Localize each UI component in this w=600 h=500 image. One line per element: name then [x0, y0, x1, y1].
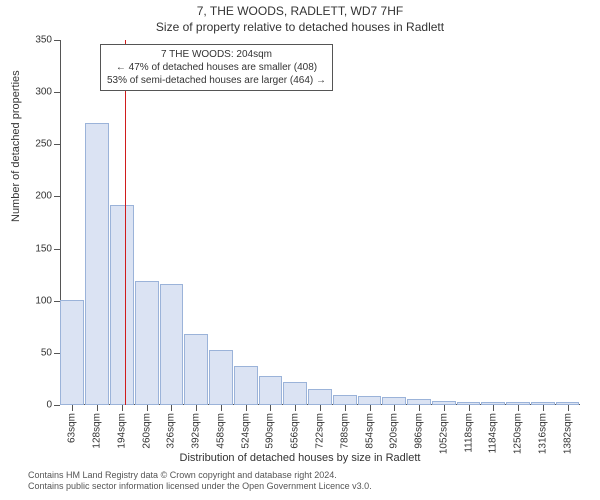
- x-tick: [493, 405, 494, 411]
- x-tick-label: 590sqm: [265, 413, 276, 449]
- x-tick: [370, 405, 371, 411]
- x-tick: [345, 405, 346, 411]
- plot-area: 05010015020025030035063sqm128sqm194sqm26…: [60, 40, 580, 405]
- x-tick: [97, 405, 98, 411]
- y-tick-label: 350: [35, 35, 52, 46]
- y-tick: [54, 40, 60, 41]
- x-tick-label: 920sqm: [389, 413, 400, 449]
- histogram-bar: [308, 389, 332, 405]
- y-tick: [54, 353, 60, 354]
- x-tick-label: 392sqm: [191, 413, 202, 449]
- x-tick-label: 194sqm: [116, 413, 127, 449]
- x-tick: [196, 405, 197, 411]
- x-tick: [246, 405, 247, 411]
- callout-line-3: 53% of semi-detached houses are larger (…: [107, 74, 326, 87]
- histogram-bar: [160, 284, 184, 405]
- x-tick-label: 656sqm: [290, 413, 301, 449]
- x-tick: [147, 405, 148, 411]
- footer-attribution: Contains HM Land Registry data © Crown c…: [28, 470, 372, 493]
- x-tick: [221, 405, 222, 411]
- x-tick-label: 1052sqm: [438, 413, 449, 454]
- x-tick-label: 326sqm: [166, 413, 177, 449]
- y-tick: [54, 196, 60, 197]
- x-tick: [469, 405, 470, 411]
- x-tick: [518, 405, 519, 411]
- histogram-bar: [85, 123, 109, 405]
- callout-line-1: 7 THE WOODS: 204sqm: [107, 48, 326, 61]
- y-tick: [54, 92, 60, 93]
- callout-line-2: ← 47% of detached houses are smaller (40…: [107, 61, 326, 74]
- x-tick: [171, 405, 172, 411]
- reference-line: [125, 40, 126, 405]
- x-tick: [320, 405, 321, 411]
- y-tick: [54, 405, 60, 406]
- x-tick: [295, 405, 296, 411]
- x-tick: [568, 405, 569, 411]
- y-tick-label: 150: [35, 243, 52, 254]
- title-line-1: 7, THE WOODS, RADLETT, WD7 7HF: [0, 4, 600, 18]
- x-tick-label: 1250sqm: [513, 413, 524, 454]
- x-tick-label: 1316sqm: [537, 413, 548, 454]
- y-tick: [54, 301, 60, 302]
- x-tick-label: 788sqm: [339, 413, 350, 449]
- histogram-bar: [259, 376, 283, 405]
- x-tick-label: 524sqm: [240, 413, 251, 449]
- y-tick-label: 0: [46, 400, 52, 411]
- histogram-bar: [184, 334, 208, 405]
- x-tick-label: 854sqm: [364, 413, 375, 449]
- y-tick-label: 200: [35, 191, 52, 202]
- footer-line-1: Contains HM Land Registry data © Crown c…: [28, 470, 372, 481]
- x-tick: [394, 405, 395, 411]
- histogram-bar: [283, 382, 307, 405]
- histogram-bar: [60, 300, 84, 405]
- histogram-bar: [234, 366, 258, 405]
- y-tick-label: 250: [35, 139, 52, 150]
- histogram-bar: [209, 350, 233, 405]
- y-tick-label: 100: [35, 295, 52, 306]
- histogram-bar: [135, 281, 159, 405]
- histogram-bar: [110, 205, 134, 405]
- chart-container: 7, THE WOODS, RADLETT, WD7 7HF Size of p…: [0, 0, 600, 500]
- x-tick-label: 1118sqm: [463, 413, 474, 453]
- y-tick-label: 300: [35, 87, 52, 98]
- x-tick: [122, 405, 123, 411]
- histogram-bar: [382, 397, 406, 405]
- histogram-bar: [333, 395, 357, 405]
- x-tick-label: 128sqm: [92, 413, 103, 449]
- y-tick: [54, 144, 60, 145]
- x-tick: [444, 405, 445, 411]
- footer-line-2: Contains public sector information licen…: [28, 481, 372, 492]
- x-tick-label: 63sqm: [67, 413, 78, 443]
- y-tick-label: 50: [41, 347, 52, 358]
- x-tick-label: 986sqm: [414, 413, 425, 449]
- x-tick-label: 260sqm: [141, 413, 152, 449]
- y-axis-label: Number of detached properties: [10, 70, 22, 222]
- x-tick: [72, 405, 73, 411]
- y-tick: [54, 249, 60, 250]
- x-tick: [419, 405, 420, 411]
- title-line-2: Size of property relative to detached ho…: [0, 20, 600, 34]
- x-tick: [543, 405, 544, 411]
- x-tick-label: 1184sqm: [488, 413, 499, 453]
- x-tick: [270, 405, 271, 411]
- x-tick-label: 458sqm: [215, 413, 226, 449]
- x-tick-label: 722sqm: [315, 413, 326, 449]
- histogram-bar: [358, 396, 382, 405]
- x-axis-label: Distribution of detached houses by size …: [0, 452, 600, 464]
- callout-box: 7 THE WOODS: 204sqm← 47% of detached hou…: [100, 44, 333, 91]
- x-tick-label: 1382sqm: [562, 413, 573, 454]
